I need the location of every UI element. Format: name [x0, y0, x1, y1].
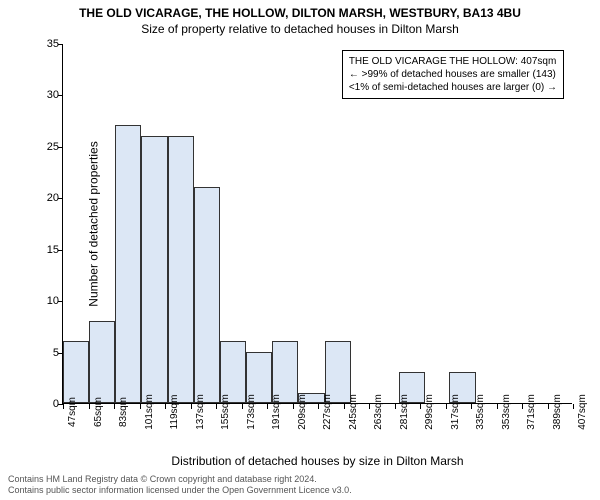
x-tick-label: 65sqm — [93, 397, 104, 427]
x-tick-label: 353sqm — [501, 394, 512, 430]
histogram-bar — [115, 125, 141, 403]
x-tick-label: 83sqm — [118, 397, 129, 427]
histogram-bar — [168, 136, 194, 403]
x-tick-label: 155sqm — [220, 394, 231, 430]
y-tick-label: 20 — [29, 192, 59, 204]
x-tick-label: 47sqm — [67, 397, 78, 427]
legend-line-1: THE OLD VICARAGE THE HOLLOW: 407sqm — [349, 55, 557, 68]
x-tick-mark — [89, 404, 90, 409]
y-tick-label: 35 — [29, 38, 59, 50]
x-tick-mark — [114, 404, 115, 409]
x-tick-mark — [242, 404, 243, 409]
x-tick-label: 299sqm — [424, 394, 435, 430]
x-tick-label: 191sqm — [271, 394, 282, 430]
x-tick-label: 227sqm — [322, 394, 333, 430]
x-tick-mark — [497, 404, 498, 409]
x-axis-label: Distribution of detached houses by size … — [171, 454, 463, 468]
x-tick-mark — [573, 404, 574, 409]
x-tick-mark — [191, 404, 192, 409]
legend-line-3: <1% of semi-detached houses are larger (… — [349, 81, 557, 94]
x-tick-label: 209sqm — [297, 394, 308, 430]
footer-line-2: Contains public sector information licen… — [8, 485, 352, 496]
x-tick-label: 281sqm — [399, 394, 410, 430]
x-tick-mark — [63, 404, 64, 409]
footer-line-1: Contains HM Land Registry data © Crown c… — [8, 474, 352, 485]
y-tick-label: 30 — [29, 89, 59, 101]
y-tick-label: 5 — [29, 347, 59, 359]
x-tick-label: 389sqm — [552, 394, 563, 430]
y-tick-label: 10 — [29, 295, 59, 307]
x-tick-label: 101sqm — [144, 394, 155, 430]
chart-subtitle: Size of property relative to detached ho… — [0, 20, 600, 36]
x-tick-mark — [216, 404, 217, 409]
y-tick-label: 15 — [29, 244, 59, 256]
y-tick-mark — [58, 301, 63, 302]
x-tick-mark — [420, 404, 421, 409]
plot-area: Number of detached properties 0510152025… — [62, 44, 572, 404]
histogram-bar — [194, 187, 220, 403]
x-tick-label: 263sqm — [373, 394, 384, 430]
x-tick-mark — [267, 404, 268, 409]
legend-line-2: ← >99% of detached houses are smaller (1… — [349, 68, 557, 81]
x-tick-mark — [471, 404, 472, 409]
x-tick-label: 317sqm — [450, 394, 461, 430]
x-tick-mark — [318, 404, 319, 409]
y-tick-mark — [58, 95, 63, 96]
histogram-bar — [63, 341, 89, 403]
x-tick-label: 371sqm — [526, 394, 537, 430]
x-tick-mark — [140, 404, 141, 409]
y-tick-mark — [58, 250, 63, 251]
x-tick-mark — [344, 404, 345, 409]
x-tick-mark — [446, 404, 447, 409]
x-tick-mark — [165, 404, 166, 409]
footer-attribution: Contains HM Land Registry data © Crown c… — [8, 474, 352, 496]
x-tick-mark — [369, 404, 370, 409]
y-tick-mark — [58, 353, 63, 354]
x-tick-label: 137sqm — [195, 394, 206, 430]
chart-container: THE OLD VICARAGE, THE HOLLOW, DILTON MAR… — [0, 0, 600, 500]
y-tick-label: 25 — [29, 141, 59, 153]
x-tick-mark — [548, 404, 549, 409]
x-tick-mark — [522, 404, 523, 409]
histogram-bar — [141, 136, 167, 403]
x-tick-label: 335sqm — [475, 394, 486, 430]
histogram-bar — [89, 321, 115, 403]
x-tick-label: 119sqm — [169, 395, 180, 430]
x-tick-label: 245sqm — [348, 394, 359, 430]
x-tick-mark — [293, 404, 294, 409]
x-tick-mark — [395, 404, 396, 409]
y-tick-mark — [58, 198, 63, 199]
legend-box: THE OLD VICARAGE THE HOLLOW: 407sqm ← >9… — [342, 50, 564, 99]
chart-title: THE OLD VICARAGE, THE HOLLOW, DILTON MAR… — [0, 0, 600, 20]
y-tick-label: 0 — [29, 398, 59, 410]
x-tick-label: 407sqm — [577, 394, 588, 430]
y-tick-mark — [58, 44, 63, 45]
y-tick-mark — [58, 147, 63, 148]
x-tick-label: 173sqm — [246, 394, 257, 430]
